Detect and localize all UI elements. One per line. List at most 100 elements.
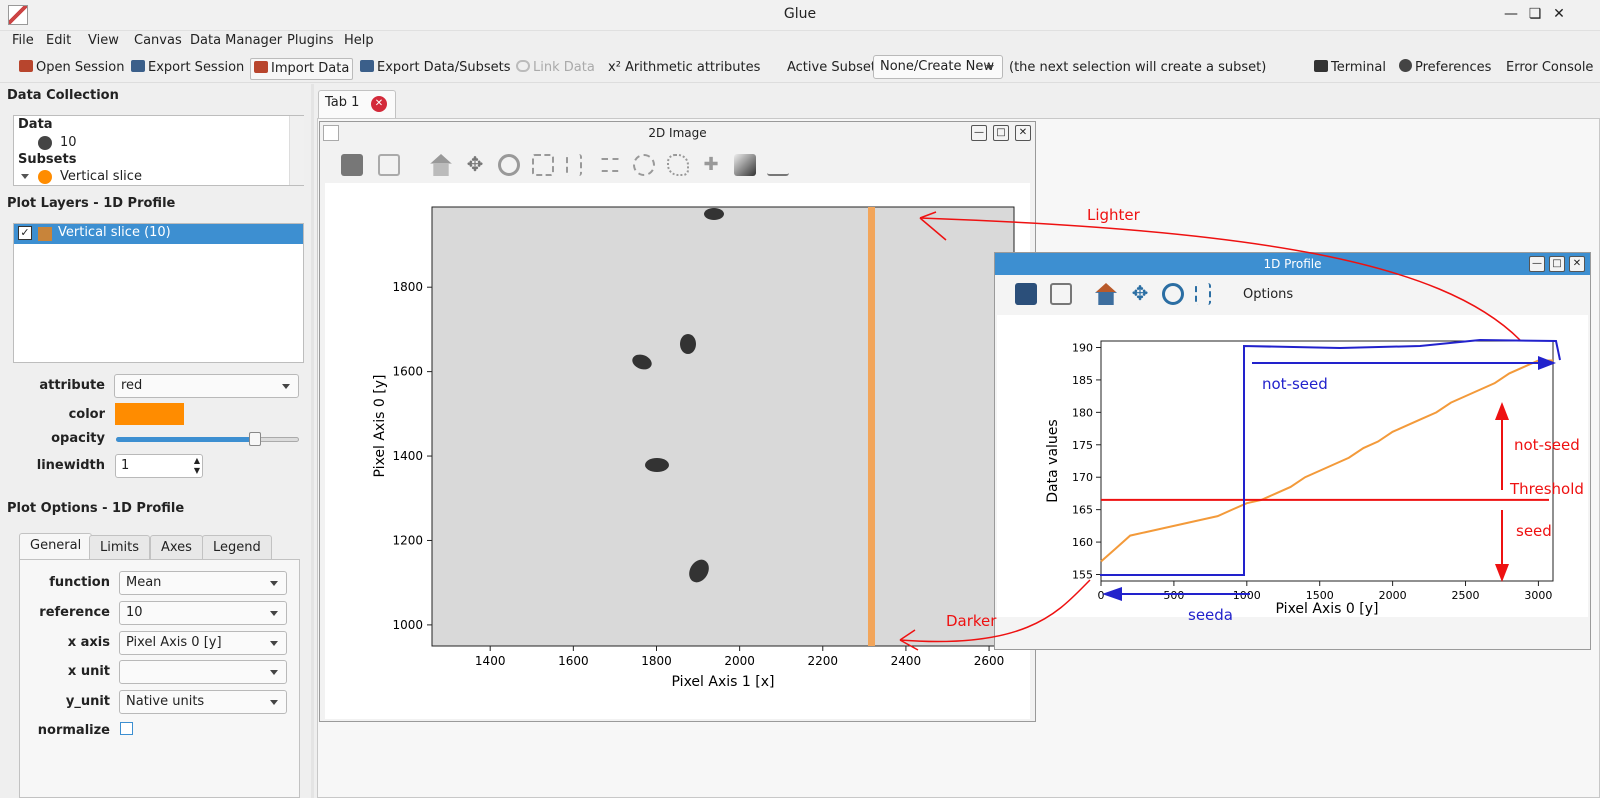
x-tick-label: 2400	[891, 654, 922, 668]
close-icon[interactable]: ✕	[1569, 256, 1585, 272]
error-console-button[interactable]: Error Console	[1503, 58, 1596, 80]
window-title: Glue	[783, 6, 817, 22]
histogram-icon[interactable]	[767, 154, 789, 176]
home-icon[interactable]	[1095, 283, 1117, 305]
preferences-button[interactable]: Preferences	[1396, 58, 1494, 80]
x-tick-label: 1600	[558, 654, 589, 668]
x-tick-label: 2000	[1379, 589, 1407, 602]
x-axis-combo[interactable]: Pixel Axis 0 [y]	[119, 631, 287, 655]
subset-dot-icon	[38, 170, 52, 184]
link-data-label: Link Data	[533, 60, 595, 75]
minimize-icon[interactable]: —	[971, 125, 987, 141]
y-unit-combo[interactable]: Native units	[119, 690, 287, 714]
menu-data-manager[interactable]: Data Manager	[190, 33, 283, 48]
arithmetic-label: x² Arithmetic attributes	[608, 60, 761, 75]
tab-1[interactable]: Tab 1 ✕	[318, 90, 396, 118]
scrollbar[interactable]	[289, 116, 304, 185]
export-session-label: Export Session	[148, 60, 245, 75]
linewidth-spinbox[interactable]: 1 ▲ ▼	[115, 454, 203, 478]
minimize-icon[interactable]: —	[1529, 256, 1545, 272]
plot-options-title: Plot Options - 1D Profile	[7, 501, 185, 516]
active-subset-value: None/Create New	[880, 59, 994, 74]
home-icon[interactable]	[430, 154, 452, 176]
tab-general[interactable]: General	[19, 533, 93, 560]
vertical-select-icon[interactable]	[1195, 283, 1211, 305]
lasso-select-icon[interactable]	[667, 154, 689, 176]
vertical-slice-band	[868, 207, 875, 646]
circle-select-icon[interactable]	[633, 154, 655, 176]
expand-arrow-icon[interactable]	[21, 174, 29, 179]
data-item[interactable]: 10	[60, 135, 77, 150]
y-tick-group: 155 160 165 170 175 180 185 190	[1072, 341, 1101, 582]
pan-icon[interactable]: ✥	[466, 152, 484, 176]
pan-icon[interactable]: ✥	[1131, 281, 1149, 305]
export-session-button[interactable]: Export Session	[128, 58, 247, 80]
menu-canvas[interactable]: Canvas	[134, 33, 182, 48]
y-tick-label: 190	[1072, 341, 1093, 354]
close-icon[interactable]: ✕	[1015, 125, 1031, 141]
data-header: Data	[18, 117, 53, 132]
gear-icon	[1399, 59, 1412, 72]
layer-checkbox[interactable]: ✓	[18, 226, 32, 240]
reference-combo[interactable]: 10	[119, 601, 287, 625]
menu-help[interactable]: Help	[344, 33, 374, 48]
arithmetic-attributes-button[interactable]: x² Arithmetic attributes	[605, 58, 763, 80]
normalize-checkbox[interactable]	[120, 722, 133, 735]
open-session-button[interactable]: Open Session	[16, 58, 127, 80]
opacity-slider-handle[interactable]	[249, 432, 262, 446]
profile-chart[interactable]: 0 500 1000 1500 2000 2500 3000 155 160 165 170 175…	[997, 315, 1588, 645]
options-button[interactable]: Options	[1243, 287, 1294, 302]
import-data-button[interactable]: Import Data	[250, 58, 354, 80]
y-tick-group: 1000 1200 1400 1600 1800	[392, 280, 432, 632]
menu-view[interactable]: View	[88, 33, 119, 48]
attribute-combo[interactable]: red	[114, 374, 299, 398]
y-tick-label: 1400	[392, 449, 423, 463]
menu-plugins[interactable]: Plugins	[287, 33, 334, 48]
close-icon[interactable]: ✕	[1553, 6, 1565, 22]
preferences-label: Preferences	[1415, 60, 1492, 75]
export-data-button[interactable]: Export Data/Subsets	[357, 58, 514, 80]
restore-icon[interactable]: ❏	[1528, 6, 1542, 22]
terminal-button[interactable]: Terminal	[1311, 58, 1389, 80]
save-icon[interactable]	[1015, 283, 1037, 305]
spin-arrows-icon[interactable]: ▲ ▼	[193, 456, 200, 475]
subset-hint: (the next selection will create a subset…	[1009, 60, 1267, 75]
function-combo[interactable]: Mean	[119, 571, 287, 595]
y-tick-label: 1600	[392, 365, 423, 379]
y-tick-label: 180	[1072, 406, 1093, 419]
x-tick-label: 2200	[807, 654, 838, 668]
maximize-icon[interactable]: □	[1549, 256, 1565, 272]
image-plot[interactable]: 1400 1600 1800 2000 2200 2400 2600 1000 1200 140…	[325, 183, 1030, 719]
x-tick-label: 0	[1098, 589, 1105, 602]
layer-row[interactable]	[14, 224, 303, 244]
error-console-label: Error Console	[1506, 60, 1594, 75]
active-subset-combo[interactable]: None/Create New	[873, 55, 1003, 79]
y-tick-label: 165	[1072, 504, 1093, 517]
panel-splitter[interactable]	[311, 84, 314, 798]
rect-select-icon[interactable]	[532, 154, 554, 176]
zoom-icon[interactable]	[498, 154, 520, 176]
tab-limits[interactable]: Limits	[89, 535, 150, 561]
x-unit-combo[interactable]	[119, 660, 287, 684]
plot-layers-title: Plot Layers - 1D Profile	[7, 196, 176, 211]
color-button[interactable]	[115, 403, 184, 425]
tab-legend[interactable]: Legend	[202, 535, 272, 561]
copy-icon[interactable]	[378, 154, 400, 176]
subset-item[interactable]: Vertical slice	[60, 169, 142, 184]
zoom-icon[interactable]	[1162, 283, 1184, 305]
menu-file[interactable]: File	[12, 33, 34, 48]
menu-edit[interactable]: Edit	[46, 33, 72, 48]
vertical-select-icon[interactable]	[566, 154, 582, 176]
tab-close-icon[interactable]: ✕	[371, 96, 387, 112]
link-data-button[interactable]: Link Data	[513, 58, 598, 80]
tab-axes[interactable]: Axes	[150, 535, 203, 561]
save-icon[interactable]	[341, 154, 363, 176]
contrast-icon[interactable]	[734, 154, 756, 176]
crosshair-icon[interactable]: ✚	[703, 154, 719, 175]
copy-icon[interactable]	[1050, 283, 1072, 305]
minimize-icon[interactable]: —	[1504, 6, 1518, 22]
horizontal-select-icon[interactable]	[599, 158, 621, 172]
maximize-icon[interactable]: □	[993, 125, 1009, 141]
profile-ylabel: Data values	[1045, 419, 1061, 502]
menubar: File Edit View Canvas Data Manager Plugi…	[0, 31, 1600, 53]
